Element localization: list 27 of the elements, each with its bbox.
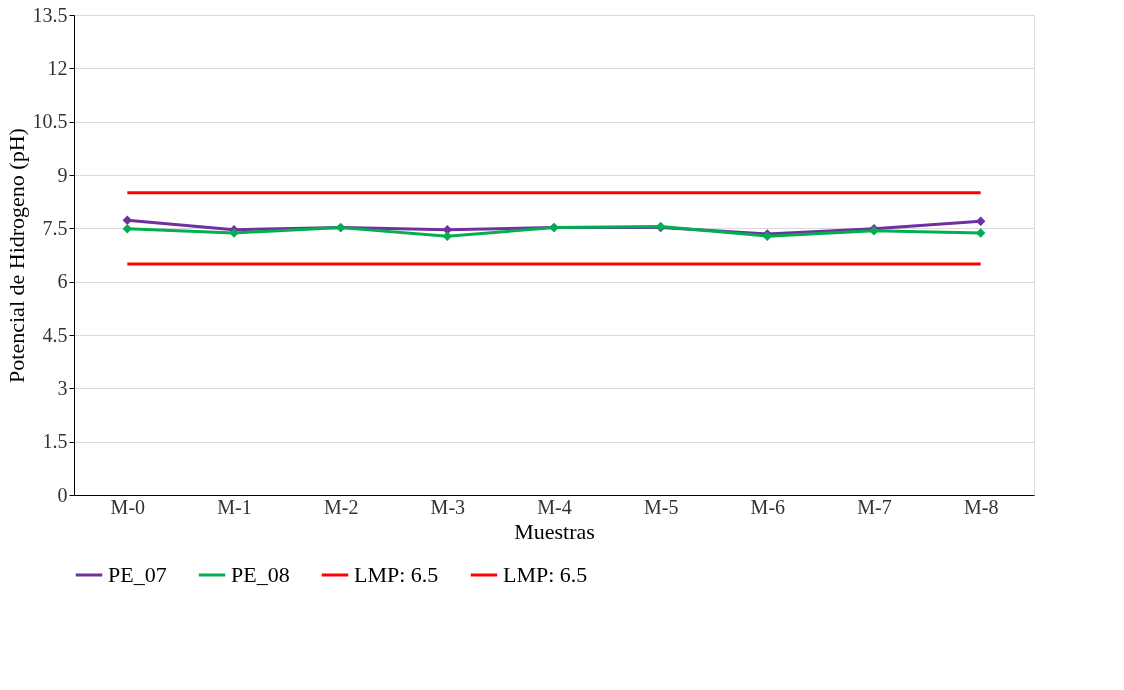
y-tick-label: 13.5	[32, 3, 68, 26]
y-tick-label: 1.5	[42, 430, 68, 453]
legend-label: LMP: 6.5	[503, 562, 588, 587]
y-tick-label: 7.5	[42, 216, 68, 239]
y-tick-label: 10.5	[32, 110, 68, 133]
x-tick-label: M-4	[537, 495, 572, 518]
y-tick-label: 3	[57, 376, 68, 399]
point	[442, 231, 453, 241]
y-tick-label: 4.5	[42, 323, 68, 346]
x-tick-label: M-3	[430, 495, 466, 518]
x-tick-label: M-0	[110, 495, 146, 518]
point	[122, 215, 133, 225]
legend-label: LMP: 6.5	[354, 562, 439, 587]
y-tick-label: 6	[57, 270, 68, 293]
x-tick-label: M-1	[217, 495, 252, 518]
legend-label: PE_07	[108, 562, 167, 587]
y-tick-label: 9	[57, 163, 68, 186]
x-tick-label: M-5	[643, 495, 679, 518]
x-tick-label: M-2	[323, 495, 359, 518]
y-axis-title: Potencial de Hidrogeno (pH)	[3, 128, 29, 383]
x-tick-label: M-7	[857, 495, 892, 518]
x-axis-title: Muestras	[514, 518, 595, 544]
legend-label: PE_08	[231, 562, 290, 587]
y-tick-label: 12	[47, 56, 68, 79]
x-tick-label: M-8	[963, 495, 999, 518]
x-tick-label: M-6	[750, 495, 786, 518]
y-tick-label: 0	[57, 483, 68, 506]
